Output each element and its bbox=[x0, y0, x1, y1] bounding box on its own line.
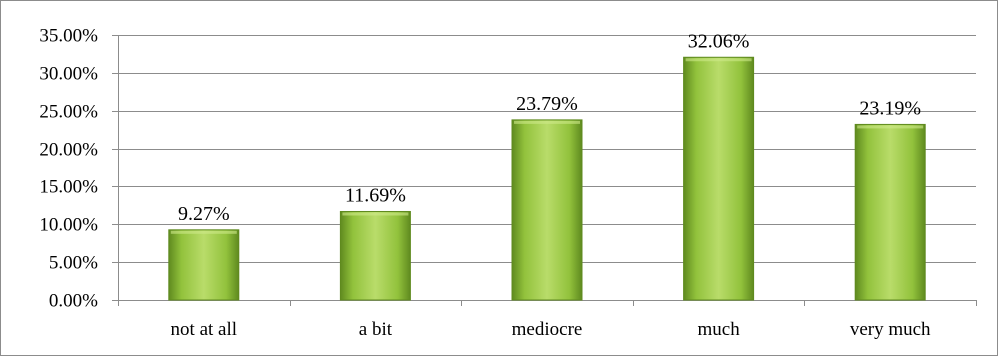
bar-highlight bbox=[514, 120, 580, 124]
data-label: 11.69% bbox=[345, 184, 406, 206]
y-tick-label: 5.00% bbox=[49, 253, 98, 274]
x-tick-label: much bbox=[697, 319, 740, 340]
y-tick-label: 15.00% bbox=[39, 177, 98, 198]
y-tick-label: 30.00% bbox=[39, 64, 98, 85]
x-tick-label: mediocre bbox=[512, 319, 583, 340]
bar-highlight bbox=[170, 230, 237, 234]
bar-highlight bbox=[857, 125, 924, 129]
y-tick-label: 10.00% bbox=[39, 215, 98, 236]
bar-a-bit bbox=[339, 210, 411, 301]
data-label: 23.79% bbox=[516, 93, 578, 115]
bar-much bbox=[683, 56, 755, 301]
data-label: 32.06% bbox=[688, 30, 750, 52]
y-tick-label: 0.00% bbox=[49, 291, 98, 312]
x-axis-tick-labels: not at all a bit mediocre much very much bbox=[171, 319, 931, 340]
data-label: 9.27% bbox=[178, 203, 230, 225]
bar-very-much bbox=[854, 123, 926, 301]
y-tick-label: 25.00% bbox=[39, 102, 98, 123]
x-tick-label: not at all bbox=[171, 319, 237, 340]
bars bbox=[168, 56, 926, 301]
y-axis-tick-labels: 0.00% 5.00% 10.00% 15.00% 20.00% 25.00% 30.00%… bbox=[39, 26, 98, 312]
data-labels: 9.27% 11.69% 23.79% 32.06% 23.19% bbox=[178, 30, 921, 225]
bar-not-at-all bbox=[168, 229, 240, 301]
x-tick-label: a bit bbox=[359, 319, 393, 340]
bar-mediocre bbox=[511, 119, 583, 301]
bar-highlight bbox=[342, 212, 409, 216]
x-tick-label: very much bbox=[850, 319, 931, 340]
data-label: 23.19% bbox=[859, 97, 921, 119]
y-tick-label: 20.00% bbox=[39, 140, 98, 161]
bar-highlight bbox=[685, 58, 752, 62]
y-tick-label: 35.00% bbox=[39, 26, 98, 47]
